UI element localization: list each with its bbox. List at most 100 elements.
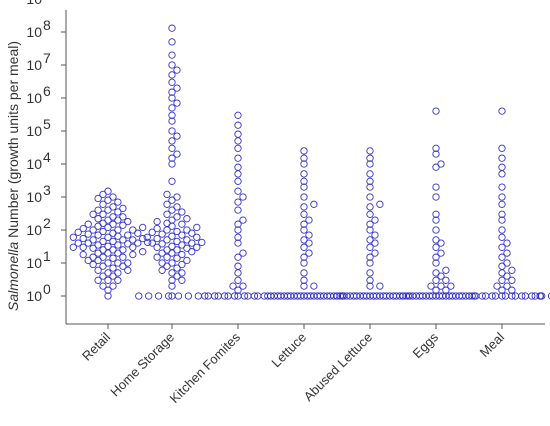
data-point [168, 127, 176, 135]
data-point [366, 269, 374, 277]
data-point [139, 248, 147, 256]
data-point [104, 206, 112, 214]
data-point [239, 216, 247, 224]
data-point [300, 203, 308, 211]
data-point [109, 246, 117, 254]
data-point [432, 253, 440, 261]
data-point [234, 226, 242, 234]
data-point [296, 292, 305, 300]
data-point [442, 266, 450, 274]
data-point [129, 250, 137, 259]
data-point [183, 215, 191, 223]
data-point [163, 246, 171, 254]
data-point [498, 292, 506, 300]
data-point [148, 228, 156, 236]
data-point [503, 239, 511, 247]
data-point [99, 246, 107, 254]
y-axis-label: Salmonella Number (growth units per meal… [5, 41, 21, 311]
data-point [153, 243, 161, 251]
data-point [503, 259, 511, 267]
data-point [234, 121, 242, 129]
data-point [84, 220, 92, 228]
data-point [432, 236, 440, 244]
data-point [173, 84, 181, 92]
data-point [109, 193, 117, 201]
data-point [366, 193, 374, 201]
data-point [234, 220, 242, 228]
data-point [178, 208, 186, 216]
data-point [109, 254, 117, 262]
data-point [173, 237, 181, 246]
data-point [173, 193, 181, 201]
data-point [145, 292, 153, 300]
data-point [376, 282, 384, 290]
data-point [99, 253, 107, 261]
data-point [104, 276, 112, 284]
data-point [498, 243, 506, 251]
data-point [234, 111, 242, 119]
data-point [114, 276, 122, 284]
data-point [124, 266, 132, 274]
data-point [371, 231, 379, 239]
data-point [109, 282, 117, 290]
data-point [316, 292, 325, 300]
data-point [300, 177, 308, 185]
data-point [168, 259, 176, 267]
data-point [168, 111, 176, 119]
data-point [168, 216, 176, 224]
y-ticks: 100101102103104105106107108109 [26, 0, 66, 304]
data-point [119, 246, 127, 254]
data-point [134, 239, 142, 247]
data-point [124, 259, 132, 267]
data-point [168, 276, 176, 284]
data-point [447, 282, 455, 290]
y-tick-label: 10 [26, 156, 42, 172]
y-tick-label: 10 [26, 57, 42, 73]
data-point [153, 253, 161, 261]
data-point [239, 282, 247, 290]
data-point [183, 226, 191, 234]
data-point [184, 292, 193, 300]
data-point [168, 24, 176, 32]
data-point [94, 231, 102, 239]
data-point [498, 253, 506, 261]
data-point [300, 226, 308, 234]
data-point [178, 260, 186, 269]
data-point [89, 210, 97, 218]
data-point [89, 236, 97, 244]
data-point [79, 250, 87, 259]
data-point [300, 220, 308, 228]
data-point [300, 193, 308, 201]
data-point [366, 210, 374, 218]
data-point [94, 194, 102, 203]
data-point [174, 292, 183, 300]
data-point [109, 203, 117, 211]
data-point [104, 242, 112, 250]
x-category-label: Meal [477, 329, 508, 360]
data-point [168, 177, 176, 185]
data-point [144, 238, 152, 247]
data-point [114, 259, 122, 267]
data-point [99, 227, 107, 236]
data-point [352, 292, 361, 300]
data-point [168, 94, 176, 102]
data-point [163, 190, 171, 199]
data-point [173, 227, 181, 236]
data-point [234, 262, 242, 270]
data-point [129, 226, 137, 234]
data-point [432, 269, 440, 277]
data-point [74, 228, 82, 236]
data-point [267, 292, 275, 300]
data-point [109, 213, 117, 221]
data-point [99, 272, 107, 280]
data-point [432, 150, 440, 158]
data-point [498, 200, 506, 208]
data-point [104, 292, 112, 300]
data-point [104, 216, 112, 224]
data-point [129, 236, 137, 244]
data-point [498, 170, 506, 178]
data-point [306, 292, 315, 300]
data-point [366, 236, 374, 244]
data-point [498, 193, 506, 201]
data-point [168, 232, 176, 240]
